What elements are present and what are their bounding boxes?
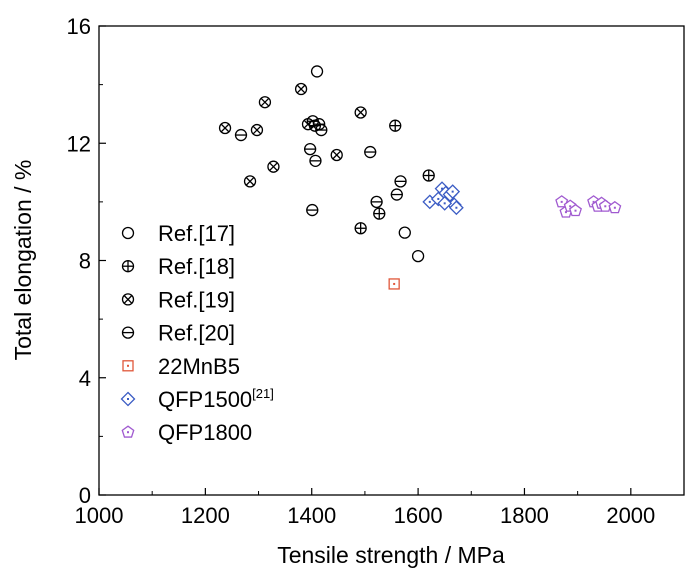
legend-label: 22MnB5	[158, 354, 240, 379]
legend-entry: Ref.[17]	[121, 221, 235, 246]
data-point	[243, 175, 257, 188]
data-point	[389, 119, 402, 132]
legend-marker	[122, 360, 134, 372]
data-point	[310, 65, 324, 78]
y-axis-label: Total elongation / %	[10, 160, 36, 361]
data-point	[437, 195, 453, 211]
data-point	[218, 121, 232, 135]
data-point	[390, 188, 403, 201]
legend-marker	[121, 226, 135, 240]
y-tick-label: 16	[67, 14, 91, 39]
x-tick-label: 1600	[394, 503, 443, 528]
data-point	[364, 145, 377, 159]
series-22mnb5	[388, 278, 400, 290]
y-tick-label: 4	[79, 366, 91, 391]
legend-marker	[121, 260, 135, 273]
legend-marker	[121, 326, 135, 339]
series-ref-17	[310, 65, 425, 263]
data-point	[234, 128, 248, 142]
y-tick-label: 12	[67, 131, 91, 156]
data-point	[306, 203, 319, 217]
x-tick-label: 1400	[287, 503, 336, 528]
legend-marker	[121, 293, 135, 306]
x-axis-label: Tensile strength / MPa	[277, 542, 505, 568]
legend-label: QFP1800	[158, 420, 252, 445]
legend-marker	[121, 425, 135, 438]
data-point	[354, 106, 367, 119]
series-qfp1500	[422, 181, 464, 216]
legend-entry: QFP1500[21]	[120, 386, 274, 412]
data-point	[411, 249, 425, 263]
data-point	[303, 142, 317, 156]
data-point	[330, 148, 343, 162]
y-tick-label: 8	[79, 249, 91, 274]
series-ref-18	[354, 119, 435, 235]
legend-label: QFP1500[21]	[158, 386, 274, 412]
data-point	[258, 96, 272, 109]
series-ref-20	[234, 115, 407, 217]
y-tick-label: 0	[79, 483, 91, 508]
data-point	[422, 169, 435, 182]
data-point	[445, 184, 461, 200]
data-point	[267, 160, 280, 173]
data-point	[294, 82, 308, 96]
legend-marker	[120, 391, 136, 407]
data-point	[394, 175, 407, 188]
data-point	[315, 123, 328, 137]
data-point	[448, 200, 464, 216]
legend-entry: Ref.[20]	[121, 321, 235, 346]
x-tick-label: 2000	[606, 503, 655, 528]
legend-label: Ref.[20]	[158, 321, 235, 346]
data-point	[354, 222, 367, 235]
data-point	[373, 207, 386, 220]
legend-entry: 22MnB5	[122, 354, 240, 379]
ticks: 1000 1200 1400 1600 1800 2000 0 4 8 12 16	[67, 14, 656, 528]
x-tick-label: 1800	[500, 503, 549, 528]
series-qfp1800	[555, 195, 622, 218]
legend-entry: QFP1800	[121, 420, 252, 445]
legend-label: Ref.[18]	[158, 254, 235, 279]
data-point	[370, 195, 383, 209]
legend: Ref.[17] Ref.[18] Ref.[19] Ref.[20] 22MnB5 QF…	[120, 221, 274, 445]
data-point	[569, 203, 582, 217]
legend-entry: Ref.[19]	[121, 287, 235, 312]
legend-label: Ref.[19]	[158, 287, 235, 312]
legend-label: Ref.[17]	[158, 221, 235, 246]
legend-entry: Ref.[18]	[121, 254, 235, 279]
data-point	[608, 200, 622, 214]
data-point	[598, 199, 612, 212]
series-ref-19	[218, 82, 367, 188]
data-points	[218, 65, 622, 290]
data-point	[388, 278, 400, 290]
data-point	[398, 226, 411, 239]
data-point	[250, 123, 264, 137]
x-tick-label: 1000	[75, 503, 124, 528]
x-tick-label: 1200	[181, 503, 230, 528]
data-point	[309, 154, 322, 167]
